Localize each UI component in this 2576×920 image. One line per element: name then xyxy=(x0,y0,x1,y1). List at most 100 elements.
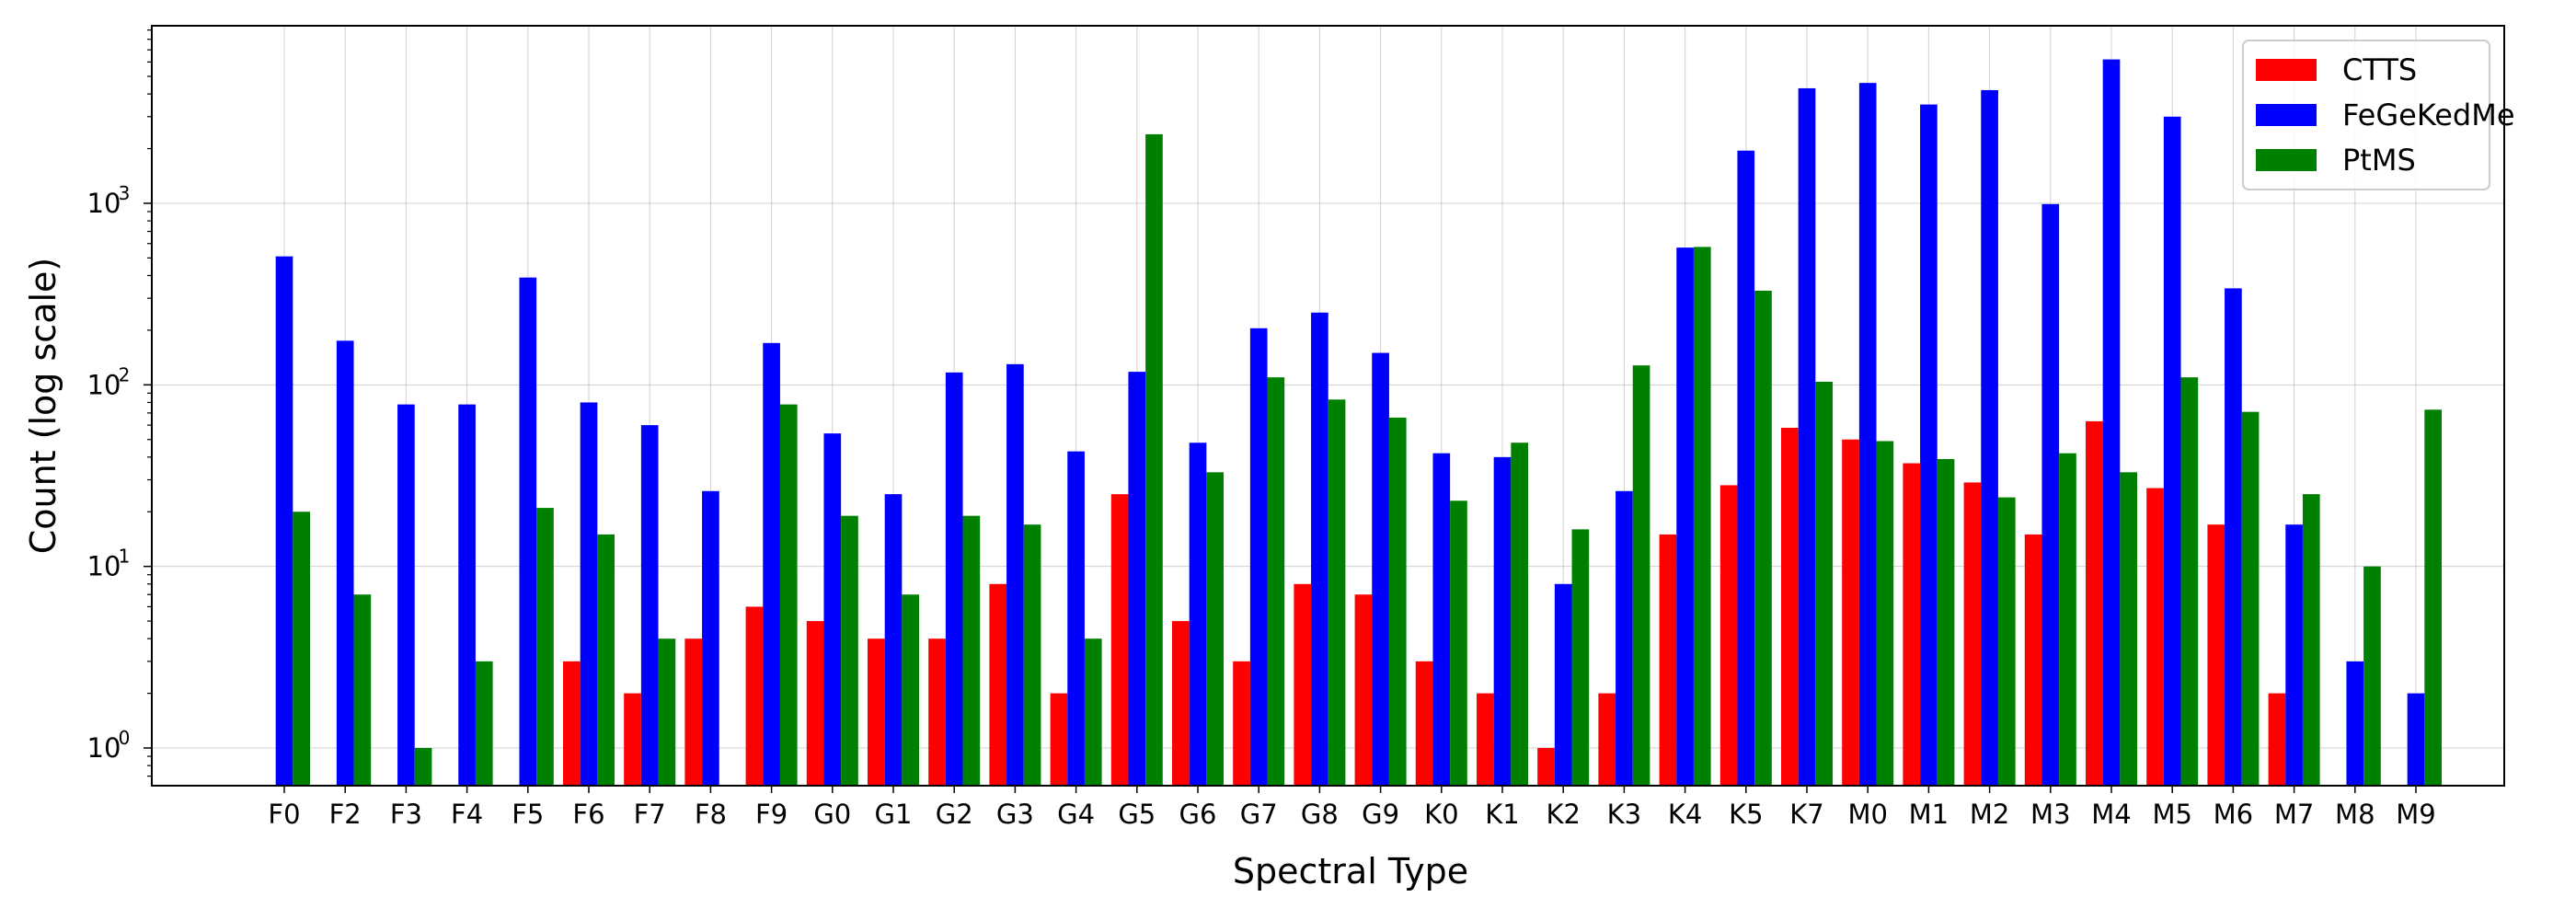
bar-ctts xyxy=(2086,420,2103,786)
bar-fegekedme xyxy=(945,372,963,786)
x-tick-label: K7 xyxy=(1789,799,1823,830)
bar-fegekedme xyxy=(2285,524,2303,786)
bar-ctts xyxy=(1294,583,1312,786)
bar-ctts xyxy=(989,583,1007,786)
bar-fegekedme xyxy=(763,342,780,786)
x-tick-label: K2 xyxy=(1546,799,1580,830)
bar-fegekedme xyxy=(1067,451,1085,786)
bar-ptms xyxy=(2120,472,2137,786)
bar-fegekedme xyxy=(580,402,598,786)
bar-fegekedme xyxy=(397,404,415,786)
x-tick-label: M0 xyxy=(1847,799,1887,830)
legend-swatch-ctts xyxy=(2256,59,2317,81)
x-tick-label: K5 xyxy=(1729,799,1763,830)
bar-fegekedme xyxy=(275,256,293,786)
y-tick-label-exponent: 2 xyxy=(119,363,131,385)
bar-fegekedme xyxy=(1554,583,1572,786)
bar-ctts xyxy=(624,693,641,786)
x-tick-label: M8 xyxy=(2335,799,2375,830)
plot-frame xyxy=(151,25,2505,787)
y-tick-label: 10 xyxy=(87,188,121,219)
bar-ctts xyxy=(868,638,885,786)
bar-ptms xyxy=(1693,247,1711,786)
bar-fegekedme xyxy=(1311,312,1328,786)
bar-ctts xyxy=(1415,661,1433,786)
x-tick-label: F2 xyxy=(329,799,362,830)
bar-ptms xyxy=(1632,365,1650,786)
bar-ctts xyxy=(1354,594,1373,786)
x-tick-label: G2 xyxy=(936,799,973,830)
bar-ctts xyxy=(1781,428,1799,786)
bar-fegekedme xyxy=(1432,453,1451,786)
bar-fegekedme xyxy=(1189,443,1207,786)
bar-ptms xyxy=(658,638,676,786)
bar-fegekedme xyxy=(884,494,903,786)
bar-ptms xyxy=(2241,411,2260,786)
bar-ptms xyxy=(1511,443,1528,786)
bar-ctts xyxy=(1233,661,1250,786)
x-tick-label: K1 xyxy=(1485,799,1519,830)
bar-ptms xyxy=(536,508,554,786)
legend-label-fegekedme: FeGeKedMe xyxy=(2342,98,2515,132)
x-tick-label: F0 xyxy=(268,799,300,830)
bar-ptms xyxy=(353,594,372,786)
bar-ptms xyxy=(1206,472,1224,786)
bar-ctts xyxy=(1719,485,1738,786)
bar-ctts xyxy=(1110,494,1129,786)
x-tick-label: F7 xyxy=(634,799,666,830)
x-tick-label: G3 xyxy=(996,799,1034,830)
x-tick-label: G6 xyxy=(1179,799,1217,830)
x-tick-label: G9 xyxy=(1362,799,1399,830)
bar-ptms xyxy=(1450,500,1467,786)
bar-fegekedme xyxy=(1616,490,1633,786)
bar-fegekedme xyxy=(458,404,476,786)
bar-ctts xyxy=(563,661,581,786)
bar-fegekedme xyxy=(1249,328,1268,786)
x-tick-label: G8 xyxy=(1301,799,1339,830)
ticks-layer: F0 F2 F3 F4 F5 F6 F7 F8 F9 G0 G1 G2 G3 G4 G5 G6 G7 G8 G9 K0… xyxy=(87,29,2436,830)
x-tick-label: M4 xyxy=(2091,799,2131,830)
bar-ptms xyxy=(1145,133,1163,786)
bar-ctts xyxy=(684,638,703,786)
y-tick-label: 10 xyxy=(87,551,121,582)
y-axis-label: Count (log scale) xyxy=(23,258,63,555)
y-tick-label-exponent: 1 xyxy=(119,546,131,568)
bar-ptms xyxy=(1388,417,1407,786)
y-tick-label-exponent: 0 xyxy=(119,727,131,749)
bar-fegekedme xyxy=(2102,59,2121,786)
x-tick-label: K3 xyxy=(1607,799,1641,830)
bar-ptms xyxy=(293,512,310,786)
bar-ptms xyxy=(1328,399,1346,786)
bar-ctts xyxy=(1598,693,1616,786)
bar-ptms xyxy=(2180,377,2199,786)
x-tick-label: G7 xyxy=(1240,799,1278,830)
x-tick-label: M2 xyxy=(1970,799,2009,830)
x-tick-label: M5 xyxy=(2152,799,2191,830)
bar-ptms xyxy=(1815,381,1833,786)
bar-ptms xyxy=(1571,529,1590,786)
bar-fegekedme xyxy=(702,490,719,786)
bar-ptms xyxy=(414,748,432,786)
bar-ptms xyxy=(2424,409,2442,786)
y-tick-label: 10 xyxy=(87,732,121,764)
x-tick-label: F3 xyxy=(390,799,422,830)
bar-fegekedme xyxy=(2346,661,2364,786)
bar-ctts xyxy=(1963,482,1982,786)
bar-ptms xyxy=(2363,566,2381,786)
bar-ptms xyxy=(841,515,858,786)
bar-ctts xyxy=(2024,534,2042,786)
y-tick-label-exponent: 3 xyxy=(119,182,131,204)
bar-ctts xyxy=(1842,439,1859,786)
x-tick-label: K4 xyxy=(1668,799,1702,830)
bar-ptms xyxy=(1937,459,1955,786)
x-tick-label: G4 xyxy=(1057,799,1095,830)
bar-ptms xyxy=(1023,524,1041,786)
bar-ptms xyxy=(2302,494,2320,786)
bar-ctts xyxy=(1050,693,1068,786)
bar-ptms xyxy=(1754,290,1772,786)
bar-ptms xyxy=(1267,377,1285,786)
bar-fegekedme xyxy=(2407,693,2425,786)
legend-label-ctts: CTTS xyxy=(2342,52,2417,87)
bar-fegekedme xyxy=(2041,203,2060,787)
bar-fegekedme xyxy=(1128,372,1146,786)
